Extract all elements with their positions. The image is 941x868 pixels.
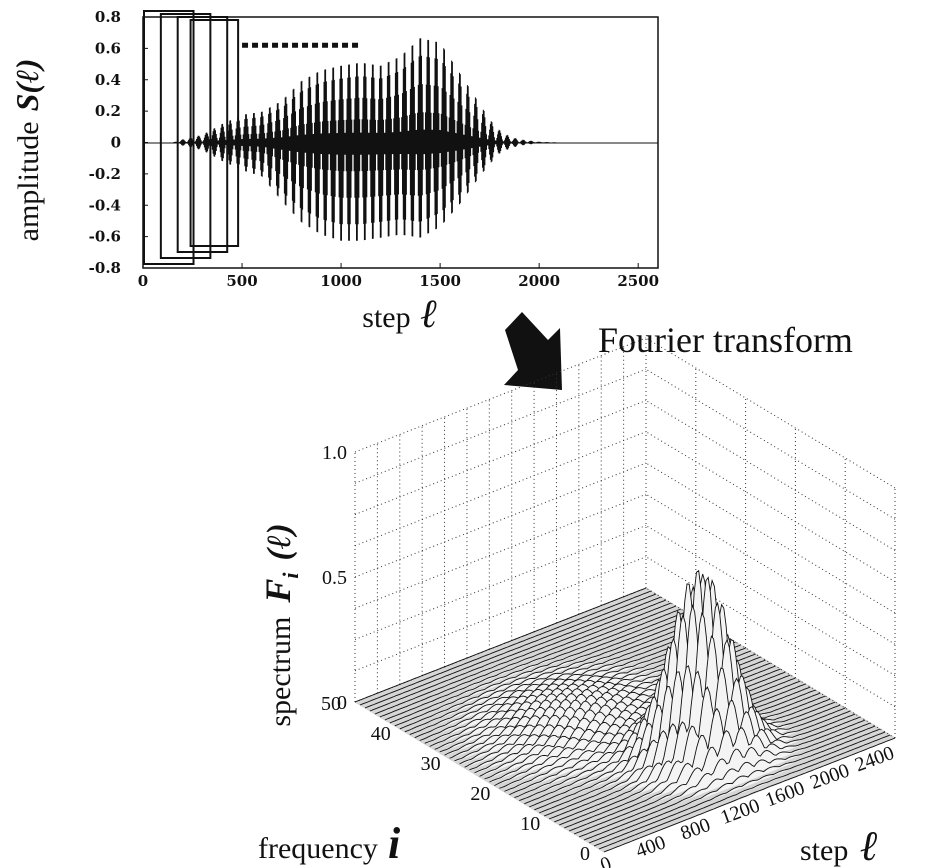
grid-line [645,368,896,520]
grid-line [645,431,896,583]
surface-line [549,576,841,820]
amplitude-chart: 0 500 1000 1500 2000 2500 0.8 0.6 0.4 0.2 0 -0.2 -0.… [9,8,659,336]
surface-fill [494,672,786,786]
surface-line [374,599,667,715]
z-axis-label: spectrumFi(ℓ) [258,523,303,726]
grid-line [645,493,896,645]
surface-line [389,608,682,724]
y-tick-label: -0.8 [89,259,121,277]
fourier-transform-label: Fourier transform [598,320,853,360]
surface-line [588,728,881,844]
surface-line [359,590,652,706]
surface-line [583,725,876,841]
arrow-icon [504,312,562,390]
frequency-tick-label: 10 [520,813,540,835]
y-tick-label: -0.6 [89,228,121,246]
surface-line [539,573,831,814]
y-tick-label: 0.4 [95,71,121,89]
surface-line [568,700,861,832]
surface-line [409,620,701,736]
grid-line [645,462,896,614]
y-tick-label: 0 [111,134,121,152]
x-tick-label: 0 [138,272,148,290]
grid-line [645,525,896,676]
grid-line [354,368,647,484]
x-tick-label: 1000 [320,272,362,290]
surface-line [379,602,672,718]
surface-mesh [353,569,897,853]
spectrum-tick-label: 0.5 [322,567,347,589]
surface-line [578,722,871,838]
surface-line [369,596,662,712]
y-tick-label: -0.4 [89,196,121,214]
surface-line [593,731,886,847]
grid-line [354,462,647,578]
step-tick-label: 0 [597,852,614,868]
frequency-tick-label: 40 [371,723,391,745]
y-tick-label: 0.6 [95,39,121,57]
surface-line [564,667,856,829]
surface-line [419,626,711,741]
surface-line [554,601,846,823]
grid-line [645,587,896,739]
window-box [189,19,240,247]
window-box [176,16,229,253]
signal-trace [173,38,557,241]
grid-line [354,431,647,547]
y-axis-label: amplitudeS(ℓ) [9,59,45,242]
surface-grid-walls [354,337,896,739]
surface-line [534,585,826,811]
y-tick-label: -0.2 [89,165,121,183]
window-box [159,13,212,259]
x-tick-label: 2500 [617,272,659,290]
surface-line [364,593,657,709]
surface-line [603,737,896,853]
grid-line [645,556,896,708]
y-tick-label: 0.2 [95,102,121,120]
frequency-axis-label: frequency i [258,819,401,868]
grid-line [354,400,647,515]
surface-line [573,719,866,835]
surface-line [414,623,706,739]
fourier-arrow: Fourier transform [504,312,853,390]
spectrum-tick-label: 1.0 [322,442,347,464]
grid-line [645,400,896,551]
surface-fill [499,675,791,789]
frequency-tick-label: 20 [470,783,490,805]
frequency-tick-label: 30 [421,753,441,775]
surface-line [384,605,677,721]
spectrum-tick-label: 0 [337,692,347,714]
window-boxes [143,10,240,265]
surface-line [404,617,696,733]
grid-line [354,525,647,640]
surface-line [354,587,647,703]
surface-fill [379,603,671,717]
surface-line [598,734,891,850]
surface-fill [389,609,681,723]
grid-line [354,556,647,672]
surface-line [394,611,686,727]
x-axis-label: step ℓ [362,291,437,336]
surface-fill [504,678,796,792]
surface-line [399,614,691,730]
frequency-tick-label: 50 [321,693,341,715]
spectrum-surface-chart: 040080012001600200024000102030405000.51.… [258,337,897,868]
grid-line [645,337,896,489]
x-tick-label: 2000 [518,272,560,290]
x-tick-label: 1500 [419,272,461,290]
amplitude-signal [173,38,557,241]
frequency-tick-label: 0 [580,843,590,865]
step-axis-label: step ℓ [800,824,878,868]
x-tick-label: 500 [226,272,257,290]
surface-fill [384,606,676,720]
window-box [143,10,195,265]
surface-fill [509,681,801,795]
grid-line [354,493,647,609]
y-tick-label: 0.8 [95,8,121,26]
grid-line [354,337,647,453]
